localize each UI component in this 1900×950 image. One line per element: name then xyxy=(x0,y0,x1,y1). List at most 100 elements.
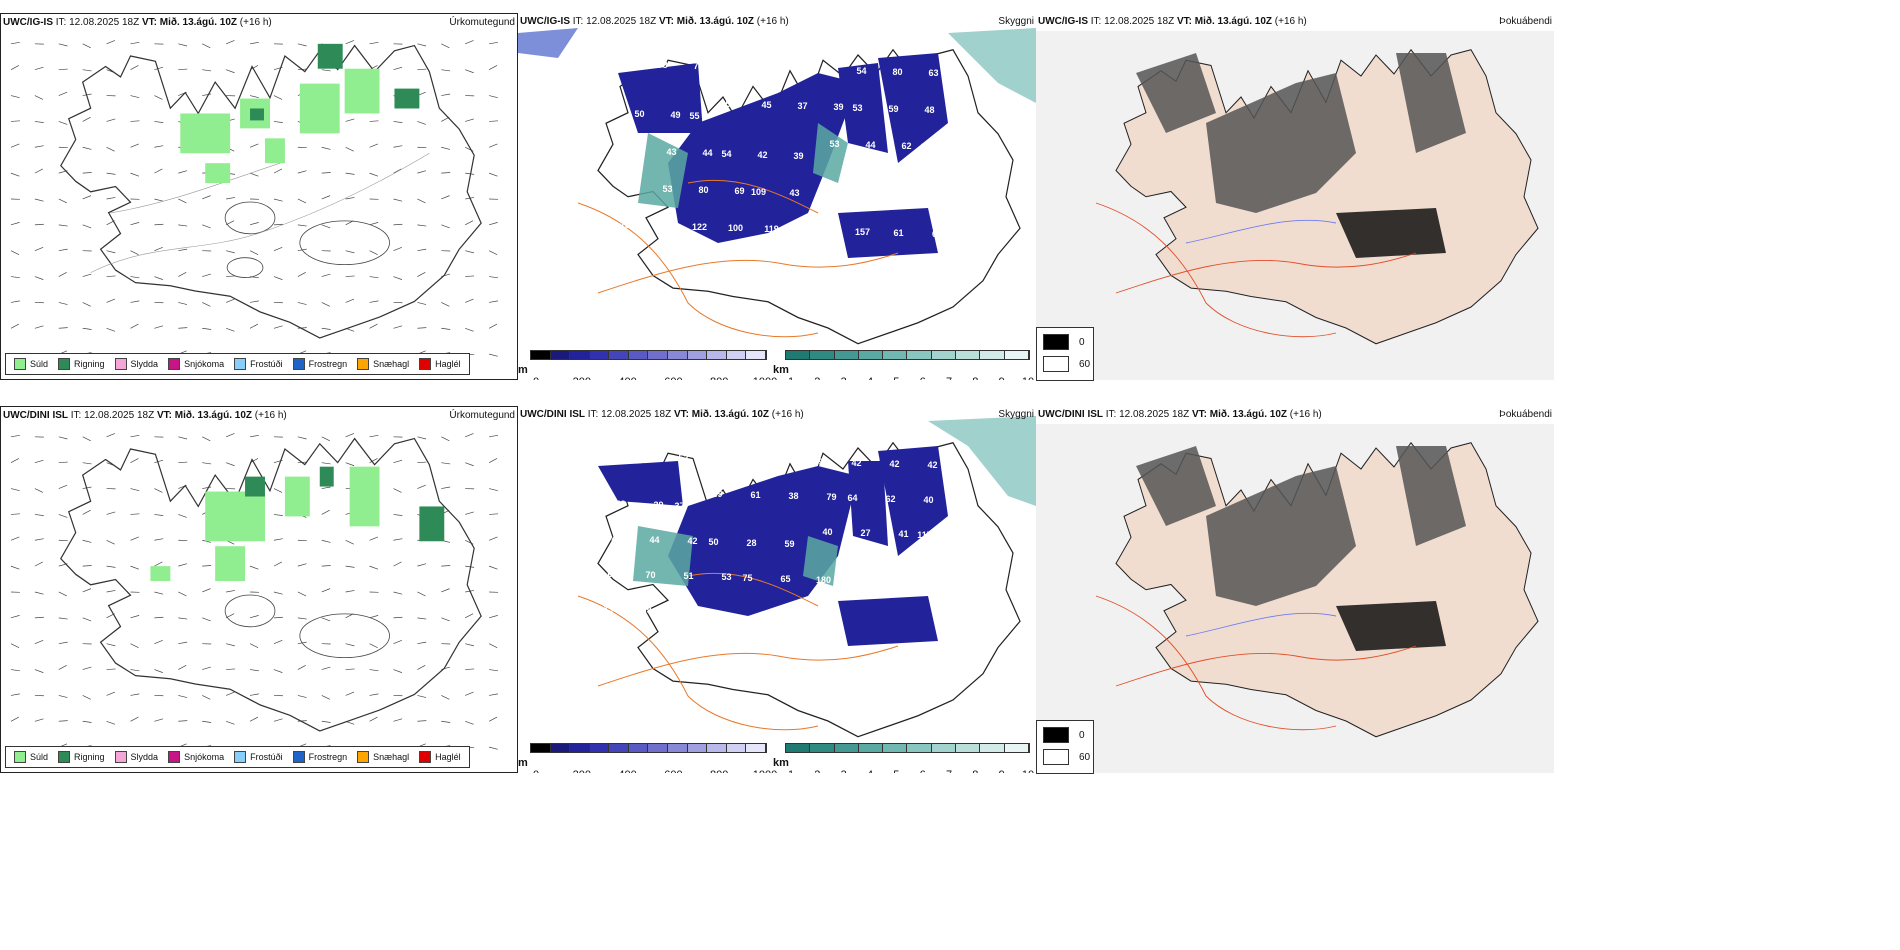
wind-barb xyxy=(297,591,307,597)
wind-barb xyxy=(489,95,498,99)
legend-label: Haglél xyxy=(435,359,461,369)
wind-barb xyxy=(106,691,116,696)
colorbar-swatch xyxy=(570,351,590,359)
panel-header: UWC/IG-IS IT: 12.08.2025 18Z VT: Mið. 13… xyxy=(1038,16,1307,27)
cloud-base-value: 135 xyxy=(620,220,635,230)
wind-barb xyxy=(34,66,44,71)
cloud-base-value: 79 xyxy=(826,492,836,502)
wind-barb xyxy=(417,170,427,174)
colorbar-swatch xyxy=(531,351,551,359)
legend-swatch xyxy=(14,358,26,370)
wind-barb xyxy=(34,325,44,329)
wind-barb xyxy=(10,434,20,438)
cloud-base-value: 108 xyxy=(800,225,815,235)
wind-barb xyxy=(82,302,91,307)
visibility-colorbar: km1 2 3 4 5 6 7 8 9 10 xyxy=(773,741,1036,773)
fog-legend-item: 60 xyxy=(1043,356,1090,372)
wind-barb xyxy=(297,224,307,227)
wind-barb xyxy=(34,488,44,493)
wind-barb xyxy=(58,91,68,96)
wind-barb xyxy=(345,565,355,568)
wind-barb xyxy=(106,250,116,254)
wind-barb xyxy=(489,669,499,672)
visibility-colorbar: km1 2 3 4 5 6 7 8 9 10 xyxy=(773,348,1036,380)
cloud-base-value: 78 xyxy=(657,60,667,70)
wind-barb xyxy=(321,69,331,72)
product-title: Úrkomutegund xyxy=(449,17,515,28)
wind-barb xyxy=(488,65,498,71)
cloud-base-value: 92 xyxy=(820,65,830,75)
wind-barb xyxy=(106,146,115,152)
wind-barb xyxy=(154,718,164,722)
legend-swatch xyxy=(234,751,247,763)
model-name: UWC/DINI ISL xyxy=(520,409,585,420)
wind-barb xyxy=(465,643,474,647)
cloud-base-value: 59 xyxy=(784,539,794,549)
cloud-base-value: 52 xyxy=(678,453,688,463)
wind-barb xyxy=(321,539,331,543)
wind-barb xyxy=(58,198,67,204)
wind-barb xyxy=(321,273,331,277)
colorbar-tick: 8 xyxy=(972,769,978,773)
wind-barb xyxy=(130,120,140,122)
colorbar-swatch xyxy=(746,351,766,359)
colorbar-tick: 4 xyxy=(867,769,873,773)
wind-barb xyxy=(130,669,140,672)
legend-swatch xyxy=(168,358,181,370)
wind-barb xyxy=(58,720,68,722)
wind-barb xyxy=(106,172,116,175)
legend-item: Snæhagl xyxy=(357,751,409,763)
cloud-base-value: 41 xyxy=(898,529,908,539)
wind-barb xyxy=(369,669,379,672)
wind-barb xyxy=(393,616,403,619)
colorbar-tick: 3 xyxy=(841,769,847,773)
wind-barb xyxy=(369,643,378,648)
wind-barb xyxy=(488,458,498,464)
cloud-base-value: 117 xyxy=(917,530,932,540)
fog-areas xyxy=(1136,446,1466,651)
wind-barb xyxy=(58,302,68,305)
legend-swatch xyxy=(357,751,370,763)
wind-barb xyxy=(369,434,379,438)
fog-legend-item: 60 xyxy=(1043,749,1090,765)
wind-barb xyxy=(82,539,92,543)
wind-barb xyxy=(345,197,355,200)
colorbar-swatch xyxy=(883,744,908,752)
valid-time: Mið. 13.ágú. 10Z xyxy=(691,409,769,420)
wind-barb xyxy=(154,145,164,148)
wind-barb xyxy=(465,327,474,332)
wind-barb xyxy=(465,40,474,45)
colorbar-swatch xyxy=(648,744,669,752)
cloud-base-value: 49 xyxy=(670,110,680,120)
wind-barb xyxy=(465,298,474,303)
cloud-base-value: 43 xyxy=(789,188,799,198)
wind-barb xyxy=(249,250,259,255)
colorbar-swatch xyxy=(687,744,708,752)
colorbar-swatch xyxy=(907,351,932,359)
wind-barb xyxy=(249,41,259,45)
legend-item: Rigning xyxy=(58,751,105,763)
wind-barb xyxy=(321,195,331,200)
colorbar-swatch xyxy=(726,744,747,752)
colorbar-tick: 4 xyxy=(867,376,873,380)
colorbar-unit: m xyxy=(518,364,528,376)
colorbar-swatch xyxy=(628,744,649,752)
lead-time: (+16 h) xyxy=(239,17,272,28)
colorbar-swatch xyxy=(907,744,932,752)
wind-barb xyxy=(465,720,474,725)
cloud-base-value: 42 xyxy=(851,458,861,468)
wind-barb xyxy=(202,565,212,567)
wind-barb xyxy=(417,484,426,489)
cloud-base-value: 157 xyxy=(855,227,870,237)
wind-barb xyxy=(154,488,163,493)
wind-barb xyxy=(178,695,188,698)
wind-barb xyxy=(417,695,427,698)
wind-barb xyxy=(202,327,212,330)
wind-barb xyxy=(130,250,139,255)
colorbar-swatch xyxy=(609,351,629,359)
wind-barb xyxy=(106,565,116,568)
wind-barb xyxy=(34,669,44,673)
wind-barb xyxy=(202,695,211,700)
wind-barb xyxy=(154,640,163,645)
wind-barb xyxy=(369,458,378,464)
